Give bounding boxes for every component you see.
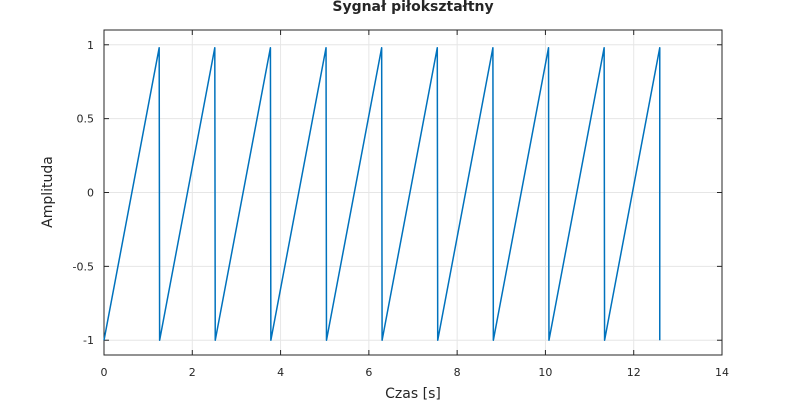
y-tick-label: 1	[87, 39, 94, 52]
x-tick-label: 0	[101, 366, 108, 379]
y-tick-label: 0	[87, 187, 94, 200]
y-tick-label: -0.5	[73, 260, 94, 273]
y-tick-label: -1	[83, 334, 94, 347]
chart-title: Sygnał piłokształtny	[332, 0, 493, 15]
grid-layer	[103, 30, 723, 355]
series-layer	[103, 46, 661, 341]
x-tick-label: 4	[277, 366, 284, 379]
x-tick-label: 2	[189, 366, 196, 379]
y-axis-label: Amplituda	[40, 156, 56, 228]
x-tick-label: 8	[454, 366, 461, 379]
x-tick-label: 10	[538, 366, 552, 379]
ticks-layer: 0 2 4 6 8 10 12 14 -1 -0.5 0 0.5 1	[73, 30, 729, 379]
x-axis-label: Czas [s]	[385, 386, 441, 400]
x-tick-label: 12	[627, 366, 641, 379]
series-line	[103, 46, 661, 341]
x-tick-label: 6	[365, 366, 372, 379]
x-tick-label: 14	[715, 366, 729, 379]
y-tick-label: 0.5	[77, 113, 95, 126]
